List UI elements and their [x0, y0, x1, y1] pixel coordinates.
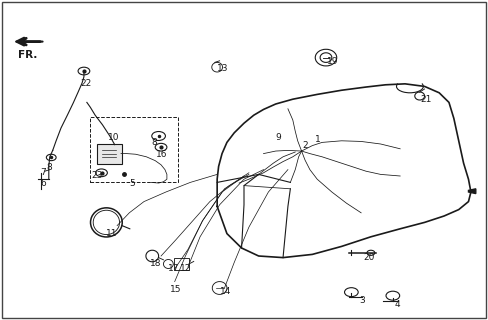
FancyBboxPatch shape [97, 144, 122, 164]
Text: 10: 10 [108, 133, 120, 142]
Text: 11: 11 [106, 229, 118, 238]
Text: 1: 1 [315, 135, 321, 144]
Text: 20: 20 [364, 253, 375, 262]
Text: 4: 4 [394, 300, 400, 309]
Text: 6: 6 [41, 179, 46, 188]
Text: 3: 3 [360, 296, 366, 305]
Text: 22: 22 [81, 79, 92, 88]
Text: 23: 23 [92, 171, 103, 180]
Text: 9: 9 [276, 133, 282, 142]
Text: 5: 5 [129, 180, 135, 188]
Text: 8: 8 [151, 138, 157, 147]
Text: 17: 17 [168, 264, 180, 273]
Text: 14: 14 [220, 287, 231, 296]
Text: 21: 21 [421, 95, 432, 104]
Text: 8: 8 [46, 163, 52, 172]
Text: 2: 2 [303, 141, 308, 150]
Text: 15: 15 [170, 285, 182, 294]
Polygon shape [468, 189, 476, 194]
Text: 7: 7 [41, 168, 46, 177]
FancyBboxPatch shape [174, 258, 189, 270]
Text: 13: 13 [217, 64, 229, 73]
Text: 19: 19 [327, 57, 339, 66]
Text: 16: 16 [156, 150, 168, 159]
Text: FR.: FR. [18, 50, 37, 60]
Text: 18: 18 [150, 259, 162, 268]
Text: 12: 12 [180, 264, 191, 273]
